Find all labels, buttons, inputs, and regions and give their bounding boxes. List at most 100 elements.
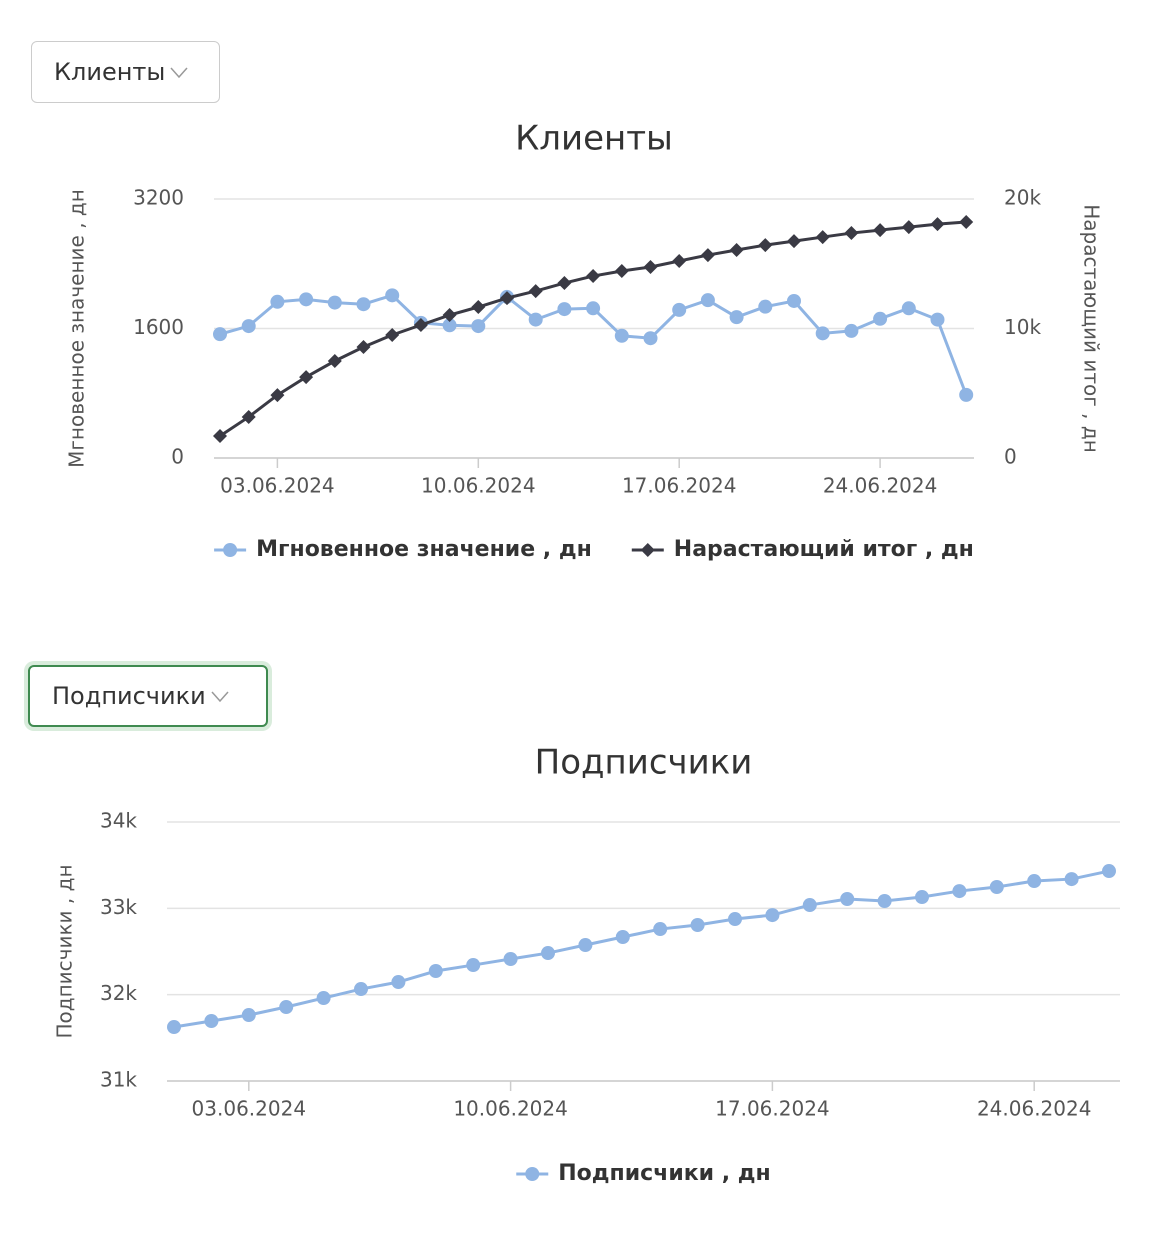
point (528, 312, 543, 327)
point (167, 1020, 181, 1035)
point (327, 295, 342, 310)
point (1027, 874, 1042, 889)
point (578, 938, 593, 953)
point (503, 952, 518, 967)
point (700, 293, 715, 308)
legend-marker (525, 1167, 540, 1181)
point (471, 319, 486, 334)
point (729, 310, 744, 325)
point (844, 226, 859, 241)
chevron (211, 691, 229, 703)
point (270, 294, 285, 309)
point (299, 292, 314, 307)
point (728, 912, 742, 927)
legend-marker (223, 543, 238, 557)
point (765, 908, 780, 923)
x-tick-label: 10.06.2024 (453, 1097, 568, 1121)
point (316, 991, 331, 1006)
point (586, 301, 601, 316)
point (241, 319, 256, 334)
point (787, 234, 801, 249)
point (930, 217, 945, 232)
point (204, 1013, 219, 1028)
point (471, 300, 486, 315)
y2-axis-title: Нарастающий итог , дн (1080, 204, 1104, 453)
point (802, 898, 817, 913)
point (672, 254, 687, 269)
y-tick-label: 31k (100, 1068, 137, 1092)
point (844, 323, 859, 338)
point (690, 917, 705, 932)
dropdown[interactable]: Подписчики (28, 665, 268, 727)
point (428, 964, 443, 979)
legend-item: Мгновенное значение , дн (214, 537, 592, 562)
legend-marker (640, 543, 655, 557)
point (729, 243, 744, 258)
point (279, 1000, 294, 1015)
point (466, 958, 481, 973)
point (241, 1008, 256, 1023)
point (615, 929, 630, 944)
point (643, 259, 658, 274)
chevron (170, 67, 188, 79)
point (528, 284, 543, 299)
legend: Мгновенное значение , дн Нарастающий итог… (214, 537, 974, 562)
y2-tick-label: 20k (1004, 186, 1041, 210)
point (901, 220, 916, 235)
point (614, 328, 629, 343)
point (557, 276, 572, 291)
dropdown-label: Клиенты (54, 58, 166, 86)
y-tick-label: 3200 (133, 186, 184, 210)
point (930, 312, 945, 327)
point (873, 223, 888, 238)
x-tick-label: 17.06.2024 (622, 474, 737, 498)
point (700, 248, 715, 263)
legend-label: Нарастающий итог , дн (674, 537, 974, 562)
point (541, 946, 555, 961)
point (327, 354, 342, 369)
point (442, 318, 457, 333)
series-line (173, 869, 1110, 1029)
x-tick-label: 03.06.2024 (220, 474, 335, 498)
point (586, 269, 601, 284)
point (270, 388, 285, 403)
legend-item: Нарастающий итог , дн (631, 537, 974, 562)
point (815, 326, 830, 341)
point (959, 215, 974, 230)
x-tick-label: 03.06.2024 (192, 1097, 307, 1121)
point (614, 264, 629, 279)
point (1064, 872, 1079, 887)
point (915, 890, 929, 905)
y-tick-label: 33k (100, 895, 137, 919)
chart-title: Подписчики (535, 743, 753, 783)
point (1102, 864, 1116, 879)
legend: Подписчики , дн (516, 1161, 771, 1186)
point (672, 302, 687, 317)
y2-tick-label: 0 (1004, 445, 1017, 469)
point (385, 327, 400, 342)
point (758, 299, 773, 314)
point (385, 288, 400, 303)
legend-label: Мгновенное значение , дн (256, 537, 592, 562)
point (877, 893, 892, 908)
point (442, 308, 457, 323)
point (653, 922, 668, 937)
point (391, 975, 406, 990)
point (413, 318, 428, 333)
point (815, 230, 830, 245)
y-axis-title: Мгновенное значение , дн (65, 189, 89, 468)
y-tick-label: 1600 (133, 315, 184, 339)
point (356, 297, 371, 312)
y-tick-label: 32k (100, 981, 137, 1005)
point (356, 340, 371, 355)
point (500, 291, 514, 306)
y-tick-label: 34k (100, 809, 137, 833)
point (901, 301, 916, 316)
point (873, 311, 888, 326)
point (787, 293, 801, 308)
x-tick-label: 10.06.2024 (421, 474, 536, 498)
dropdown[interactable]: Клиенты (31, 41, 220, 103)
point (643, 331, 658, 346)
